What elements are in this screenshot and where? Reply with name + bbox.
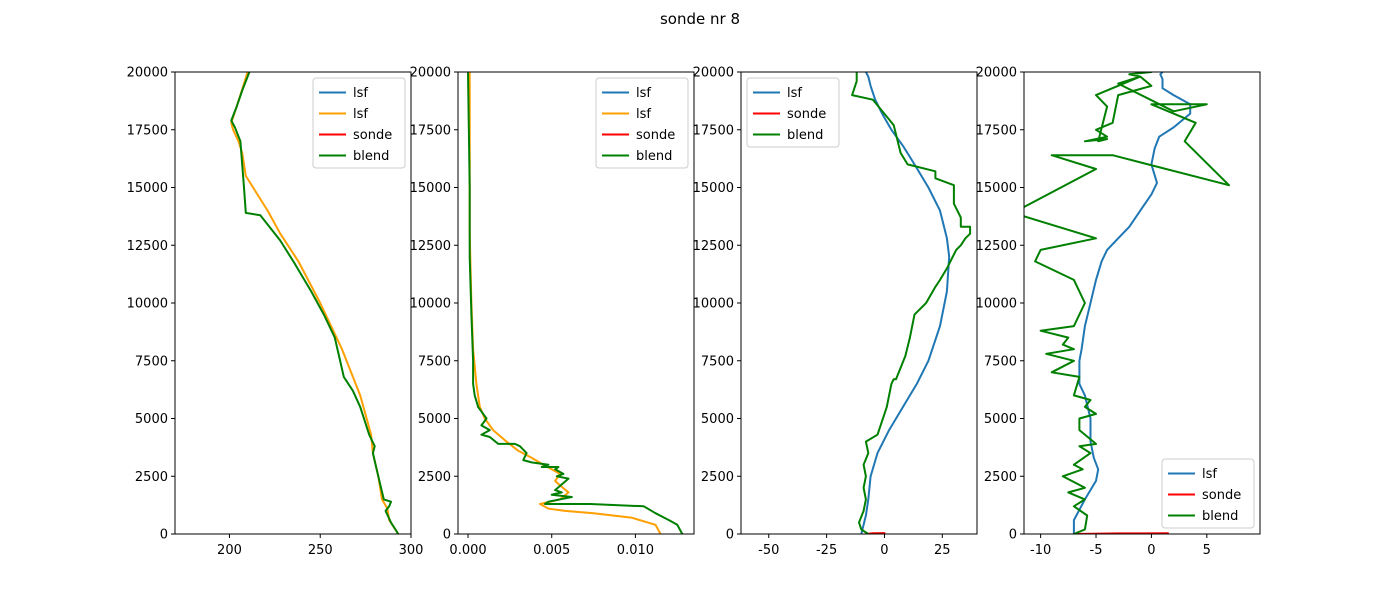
series-line-blend-4 (230, 72, 400, 534)
x-tick-label: -5 (1090, 543, 1103, 558)
y-tick-label: 2500 (984, 470, 1017, 485)
panel-4: 0 2500 5000 7500 10000 12500 15000 17500 20000 -1… (976, 66, 1261, 558)
series-line-blend-3 (851, 72, 972, 534)
legend-label: blend (787, 128, 823, 143)
x-tick-label: -10 (1030, 543, 1051, 558)
y-tick-label: 5000 (984, 412, 1017, 427)
y-tick-label: 10000 (410, 297, 451, 312)
y-tick-label: 15000 (127, 181, 168, 196)
y-tick-label: 0 (1009, 528, 1017, 543)
y-tick-label: 7500 (701, 354, 734, 369)
legend-label: lsf (636, 86, 651, 101)
y-tick-label: 7500 (135, 354, 168, 369)
legend-label: blend (1202, 509, 1238, 524)
panel-2: 0 2500 5000 7500 10000 12500 15000 17500 20000 0.… (410, 66, 695, 558)
y-tick-label: 2500 (418, 470, 451, 485)
legend-label: sonde (353, 128, 392, 143)
legend-box (312, 77, 406, 169)
y-tick-label: 12500 (410, 239, 451, 254)
legend-box (1161, 458, 1255, 529)
legend-label: lsf (636, 107, 651, 122)
series-line-blend-3 (1024, 72, 1230, 534)
y-tick-label: 10000 (976, 297, 1017, 312)
legend-label: lsf (787, 86, 802, 101)
y-tick-label: 2500 (701, 470, 734, 485)
x-tick-label: -25 (816, 543, 837, 558)
panel-1: 0 2500 5000 7500 10000 12500 15000 17500 20000 20… (127, 66, 424, 559)
y-tick-label: 12500 (693, 239, 734, 254)
figure-suptitle: sonde nr 8 (660, 10, 740, 28)
x-tick-label: 0.010 (617, 543, 654, 558)
x-tick-label: 250 (308, 543, 333, 558)
y-tick-label: 17500 (127, 123, 168, 138)
x-tick-label: 0.000 (449, 543, 486, 558)
legend-label: lsf (1202, 467, 1217, 482)
y-tick-label: 15000 (410, 181, 451, 196)
y-tick-label: 5000 (135, 412, 168, 427)
y-tick-label: 0 (726, 528, 734, 543)
legend-label: blend (353, 149, 389, 164)
legend-label: sonde (636, 128, 675, 143)
y-tick-label: 15000 (976, 181, 1017, 196)
legend: lsf lsf sonde blend (312, 77, 406, 169)
y-tick-label: 7500 (418, 354, 451, 369)
y-tick-label: 20000 (410, 66, 451, 81)
y-tick-label: 17500 (976, 123, 1017, 138)
x-tick-label: 0.005 (533, 543, 570, 558)
legend-label: blend (636, 149, 672, 164)
legend-box (595, 77, 689, 169)
legend-label: lsf (353, 86, 368, 101)
legend-label: sonde (787, 107, 826, 122)
y-tick-label: 2500 (135, 470, 168, 485)
y-tick-label: 20000 (976, 66, 1017, 81)
series-line-blend-4 (467, 72, 684, 534)
x-tick-label: 0 (1147, 543, 1155, 558)
y-tick-label: 20000 (127, 66, 168, 81)
y-tick-label: 12500 (127, 239, 168, 254)
panel-3: 0 2500 5000 7500 10000 12500 15000 17500 20000 -5… (693, 66, 978, 558)
x-tick-label: 5 (1203, 543, 1211, 558)
y-tick-label: 5000 (701, 412, 734, 427)
series-line-lsf-2 (468, 72, 662, 534)
legend: lsf sonde blend (746, 77, 840, 148)
x-tick-label: 300 (399, 543, 424, 558)
legend-label: lsf (353, 107, 368, 122)
legend: lsf lsf sonde blend (595, 77, 689, 169)
x-tick-label: -50 (758, 543, 779, 558)
legend: lsf sonde blend (1161, 458, 1255, 529)
y-tick-label: 7500 (984, 354, 1017, 369)
y-tick-label: 17500 (410, 123, 451, 138)
y-tick-label: 12500 (976, 239, 1017, 254)
y-tick-label: 10000 (693, 297, 734, 312)
x-tick-label: 0 (880, 543, 888, 558)
legend-box (746, 77, 840, 148)
y-tick-label: 15000 (693, 181, 734, 196)
y-tick-label: 5000 (418, 412, 451, 427)
y-tick-label: 10000 (127, 297, 168, 312)
series-line-lsf-2 (230, 72, 400, 534)
panel-3-plot-area (851, 72, 972, 534)
y-tick-label: 17500 (693, 123, 734, 138)
y-tick-label: 0 (160, 528, 168, 543)
y-tick-label: 0 (443, 528, 451, 543)
x-tick-label: 25 (934, 543, 951, 558)
y-tick-label: 20000 (693, 66, 734, 81)
legend-label: sonde (1202, 488, 1241, 503)
series-line-lsf-1 (860, 72, 951, 534)
panel-2-plot-area (467, 72, 684, 534)
x-tick-label: 200 (217, 543, 242, 558)
panel-1-plot-area (230, 72, 400, 534)
